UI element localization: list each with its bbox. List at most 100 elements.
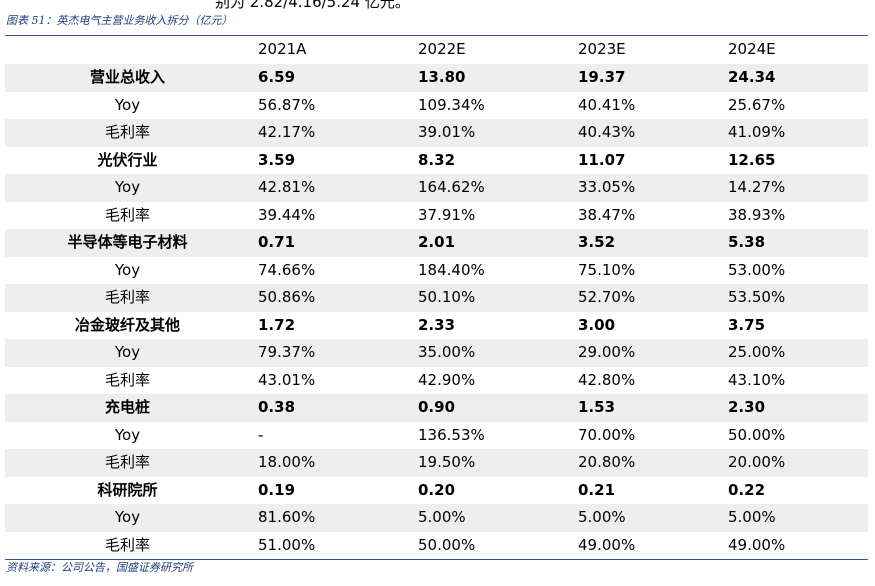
cell-value: 5.00% <box>578 508 626 526</box>
cell-value: 53.00% <box>728 260 786 279</box>
cell-value: 1.53 <box>578 398 616 416</box>
row-label: 充电桩 <box>104 398 150 416</box>
row-label: 毛利率 <box>104 535 150 554</box>
cell-value: 3.59 <box>258 150 296 169</box>
cell-value: 0.21 <box>578 480 616 499</box>
cell-value: 24.34 <box>728 68 776 86</box>
table-row: 半导体等电子材料 0.71 2.01 3.52 5.38 <box>5 229 868 257</box>
table-row: 充电桩 0.38 0.90 1.53 2.30 <box>5 394 868 422</box>
cell-value: 56.87% <box>258 95 316 114</box>
rule <box>5 559 868 560</box>
cell-value: 18.00% <box>258 453 316 471</box>
header-row: 2021A 2022E 2023E 2024E <box>5 36 868 64</box>
table-row: 科研院所 0.19 0.20 0.21 0.22 <box>5 477 868 505</box>
row-label: 毛利率 <box>104 288 150 306</box>
cell-value: 136.53% <box>418 425 485 444</box>
row-label: Yoy <box>114 425 141 444</box>
table-row: Yoy - 136.53% 70.00% 50.00% <box>5 422 868 450</box>
table-row: 毛利率 43.01% 42.90% 42.80% 43.10% <box>5 367 868 395</box>
cell-value: 0.22 <box>728 480 766 499</box>
cell-value: 5.00% <box>728 508 776 526</box>
table-row: Yoy 42.81% 164.62% 33.05% 14.27% <box>5 174 868 202</box>
table-row: 营业总收入 6.59 13.80 19.37 24.34 <box>5 64 868 92</box>
cell-value: - <box>258 425 264 444</box>
rule <box>5 35 868 36</box>
table-row: 毛利率 39.44% 37.91% 38.47% 38.93% <box>5 202 868 230</box>
cell-value: 53.50% <box>728 288 786 306</box>
table-row: 毛利率 18.00% 19.50% 20.80% 20.00% <box>5 449 868 477</box>
row-label: 光伏行业 <box>97 150 158 169</box>
cell-value: 42.17% <box>258 123 316 141</box>
row-label: 毛利率 <box>104 123 150 141</box>
cell-value: 38.93% <box>728 205 786 224</box>
row-label: Yoy <box>114 343 141 361</box>
cell-value: 43.10% <box>728 370 786 389</box>
cell-value: 25.67% <box>728 95 786 114</box>
cell-value: 184.40% <box>418 260 485 279</box>
cell-value: 50.00% <box>418 535 476 554</box>
top-text: 别为 2.82/4.16/5.24 亿元。 <box>215 0 410 11</box>
cell-value: 25.00% <box>728 343 786 361</box>
cell-value: 49.00% <box>728 535 786 554</box>
cell-value: 41.09% <box>728 123 786 141</box>
cell-value: 0.19 <box>258 480 296 499</box>
table-row: 毛利率 42.17% 39.01% 40.43% 41.09% <box>5 119 868 147</box>
row-label: Yoy <box>114 260 141 279</box>
row-label: 冶金玻纤及其他 <box>74 315 180 334</box>
cell-value: 0.38 <box>258 398 296 416</box>
table-row: Yoy 74.66% 184.40% 75.10% 53.00% <box>5 257 868 285</box>
cell-value: 0.20 <box>418 480 456 499</box>
cell-value: 37.91% <box>418 205 476 224</box>
table-row: Yoy 79.37% 35.00% 29.00% 25.00% <box>5 339 868 367</box>
cell-value: 19.50% <box>418 453 476 471</box>
cell-value: 0.71 <box>258 233 296 251</box>
cell-value: 75.10% <box>578 260 636 279</box>
table-row: 毛利率 50.86% 50.10% 52.70% 53.50% <box>5 284 868 312</box>
table-row: 冶金玻纤及其他 1.72 2.33 3.00 3.75 <box>5 312 868 340</box>
table-row: 毛利率 51.00% 50.00% 49.00% 49.00% <box>5 532 868 560</box>
cell-value: 52.70% <box>578 288 636 306</box>
cell-value: 29.00% <box>578 343 636 361</box>
cell-value: 3.52 <box>578 233 616 251</box>
cell-value: 35.00% <box>418 343 476 361</box>
cell-value: 40.43% <box>578 123 636 141</box>
cell-value: 0.90 <box>418 398 456 416</box>
row-label: 毛利率 <box>104 205 150 224</box>
cell-value: 14.27% <box>728 178 786 196</box>
row-label: 科研院所 <box>97 480 158 499</box>
cell-value: 19.37 <box>578 68 626 86</box>
row-label: Yoy <box>114 508 141 526</box>
caption: 图表 51：英杰电气主营业务收入拆分（亿元） <box>6 14 233 27</box>
cell-value: 33.05% <box>578 178 636 196</box>
cell-value: 51.00% <box>258 535 316 554</box>
cell-value: 50.00% <box>728 425 786 444</box>
cell-value: 20.00% <box>728 453 786 471</box>
row-label: 毛利率 <box>104 370 150 389</box>
cell-value: 79.37% <box>258 343 316 361</box>
cell-value: 42.80% <box>578 370 636 389</box>
column-header: 2021A <box>258 40 307 58</box>
cell-value: 81.60% <box>258 508 316 526</box>
cell-value: 43.01% <box>258 370 316 389</box>
cell-value: 5.00% <box>418 508 466 526</box>
cell-value: 42.90% <box>418 370 476 389</box>
cell-value: 40.41% <box>578 95 636 114</box>
cell-value: 38.47% <box>578 205 636 224</box>
cell-value: 42.81% <box>258 178 316 196</box>
cell-value: 3.75 <box>728 315 766 334</box>
row-label: Yoy <box>114 178 141 196</box>
cell-value: 2.01 <box>418 233 456 251</box>
cell-value: 8.32 <box>418 150 456 169</box>
cell-value: 2.33 <box>418 315 456 334</box>
cell-value: 1.72 <box>258 315 296 334</box>
column-header: 2024E <box>728 40 776 58</box>
column-header: 2023E <box>578 40 626 58</box>
cell-value: 2.30 <box>728 398 766 416</box>
cell-value: 5.38 <box>728 233 766 251</box>
cell-value: 3.00 <box>578 315 616 334</box>
row-label: Yoy <box>114 95 141 114</box>
cell-value: 12.65 <box>728 150 776 169</box>
cell-value: 39.44% <box>258 205 316 224</box>
cell-value: 6.59 <box>258 68 296 86</box>
